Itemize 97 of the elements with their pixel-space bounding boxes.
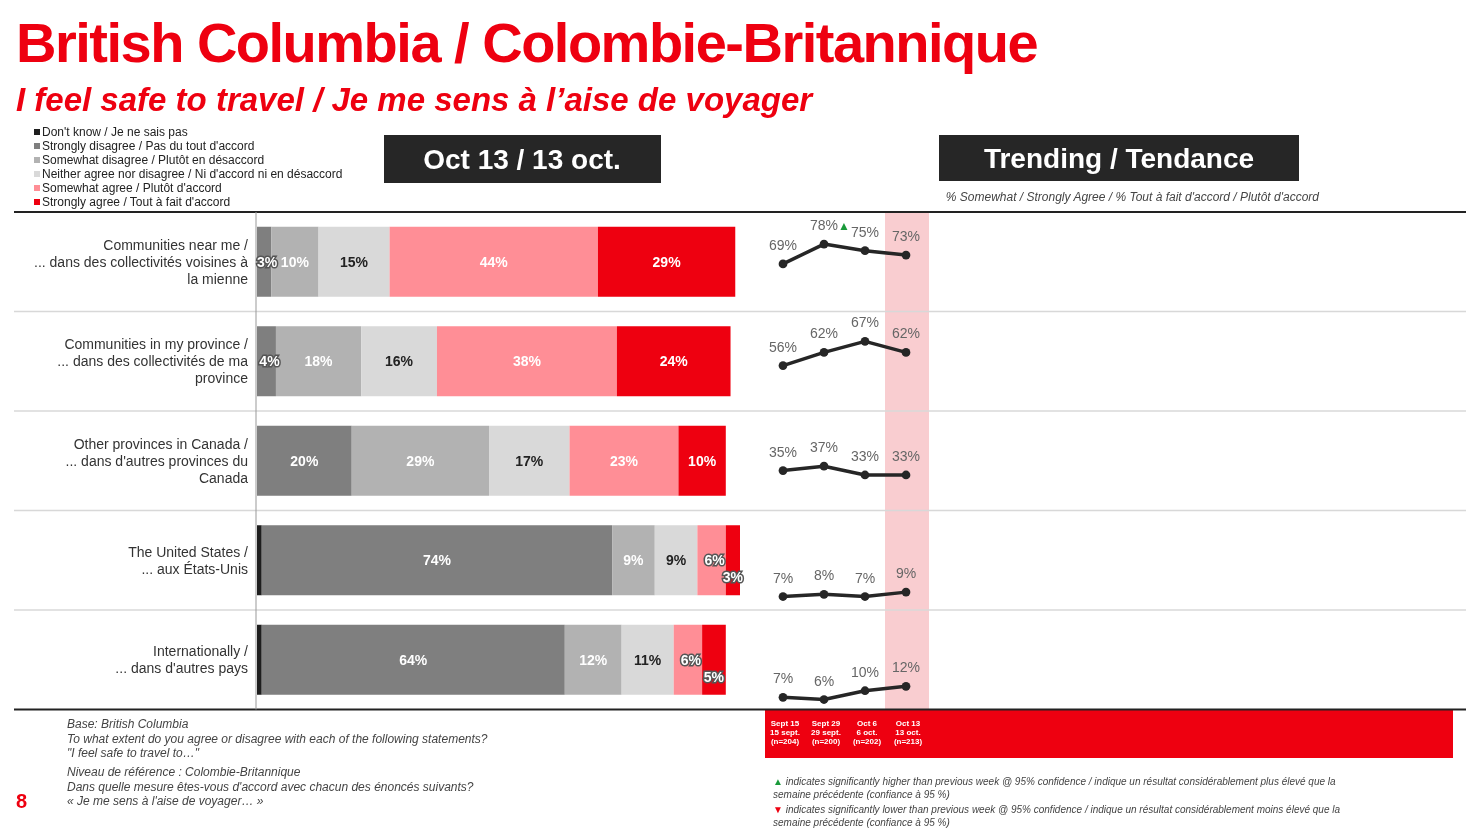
legend-label: Neither agree nor disagree / Ni d'accord ni en désaccord [42,167,343,181]
bar [621,624,674,695]
bar [257,624,262,695]
data-label: 18% [304,353,334,370]
text: Niveau de référence : Colombie-Britannique Dans quelle mesure êtes-vous d'accord avec chacun des énoncés suivants? « Je me sens à l'aise de voyager… » [67,765,474,808]
data-label: 33% [891,447,921,464]
bar [257,425,352,496]
data-label: 35% [768,443,798,460]
legend-label: Somewhat agree / Plutôt d'accord [42,181,222,195]
bar [654,525,698,596]
bar [361,326,437,397]
data-label: 10% [688,452,717,469]
data-label: 56% [768,338,798,355]
bar [597,226,736,297]
point [778,692,788,702]
data-label: 6% [680,651,702,668]
data-label: 10% [850,663,880,680]
data-label: 29% [652,253,682,270]
x-tick-label: Oct 13 13 oct. (n=213) [893,719,923,746]
data-label: 6% [813,672,835,689]
data-label: 5% [703,668,725,685]
point [860,246,870,256]
data-label: 9% [895,565,917,582]
x-tick-label: Sept 29 29 sept. (n=200) [811,719,841,746]
data-label: 9% [623,552,645,569]
data-label: 6% [704,552,726,569]
x-tick-label: Oct 6 6 oct. (n=202) [852,719,882,746]
legend-label: Strongly agree / Tout à fait d'accord [42,195,231,209]
data-label: 17% [515,452,544,469]
data-label: 12% [579,651,608,668]
data-label: 7% [854,569,876,586]
bar [569,425,679,496]
data-label: 73% [891,228,921,245]
data-label: 69% [768,236,798,253]
y-tick-label: Internationally / ... dans d'autres pays [115,643,249,677]
data-label: 10% [280,253,310,270]
data-label: 24% [659,353,689,370]
data-label: 38% [512,353,542,370]
text: Oct 13 / 13 oct. [423,144,621,175]
data-label: 37% [809,439,839,456]
data-label: 64% [399,651,428,668]
bar [318,226,390,297]
text: 8 [16,790,28,812]
legend-label: Strongly disagree / Pas du tout d'accord [42,139,255,153]
data-label: 33% [850,447,880,464]
legend-label: Don't know / Je ne sais pas [42,125,188,139]
data-label: 23% [609,452,639,469]
point [860,686,870,696]
point [778,259,788,269]
bar [616,326,731,397]
data-label: 62% [891,325,921,342]
data-label: 15% [340,253,369,270]
data-label: 8% [813,567,835,584]
point [901,250,911,260]
data-label: 75% [850,223,880,240]
point [819,239,829,249]
y-tick-label: The United States / ... aux États-Unis [128,543,249,577]
bar [489,425,570,496]
data-label: 78% [809,217,839,234]
bar [261,525,613,596]
text: Trending / Tendance [983,143,1255,174]
bar [436,326,617,397]
chart-subtitle: I feel safe to travel / Je me sens à l’aise de voyager [16,81,815,118]
data-label: 62% [809,325,839,342]
bar [564,624,622,695]
bar [257,525,262,596]
data-label: 12% [891,659,921,676]
legend-label: Somewhat disagree / Plutôt en désaccord [42,153,265,167]
bar [678,425,726,496]
bar [261,624,565,695]
text: % Somewhat / Strongly Agree / % Tout à fait d'accord / Plutôt d'accord [945,190,1320,204]
text: ▼ indicates significantly lower than previous week @ 95% confidence / indique un résultat considérablement moins élevé que la semaine précédente (confiance à 95 %) [773,804,1341,828]
data-label: 67% [850,314,880,331]
bar [389,226,598,297]
y-tick-label: Communities near me / ... dans des collectivités voisines à la mienne [34,236,249,287]
data-label: 44% [479,253,509,270]
data-label: 11% [634,651,662,668]
data-label: 74% [422,552,452,569]
text: ▲ indicates significantly higher than previous week @ 95% confidence / indique un résultat considérablement plus élevé que la semaine précédente (confiance à 95 %) [773,776,1337,800]
y-tick-label: Communities in my province / ... dans des collectivités de ma province [57,336,249,387]
y-tick-label: Other provinces in Canada / ... dans d'autres provinces du Canada [65,435,249,486]
bar [351,425,490,496]
chart-title: British Columbia / Colombie-Britannique [16,11,1038,74]
triangle-icon: ▲ [838,219,850,234]
data-label: 4% [259,353,281,370]
point [901,681,911,691]
data-label: 3% [256,253,278,270]
data-label: 16% [385,353,414,370]
x-tick-label: Sept 15 15 sept. (n=204) [770,719,800,746]
data-label: 29% [406,452,435,469]
text: Base: British Columbia To what extent do you agree or disagree with each of the following statements? "I feel safe to travel to…" [67,717,488,760]
data-label: 7% [772,569,794,586]
bar [612,525,655,596]
data-label: 9% [665,552,687,569]
data-label: 20% [290,452,319,469]
point [819,695,829,704]
data-label: 7% [772,670,794,687]
